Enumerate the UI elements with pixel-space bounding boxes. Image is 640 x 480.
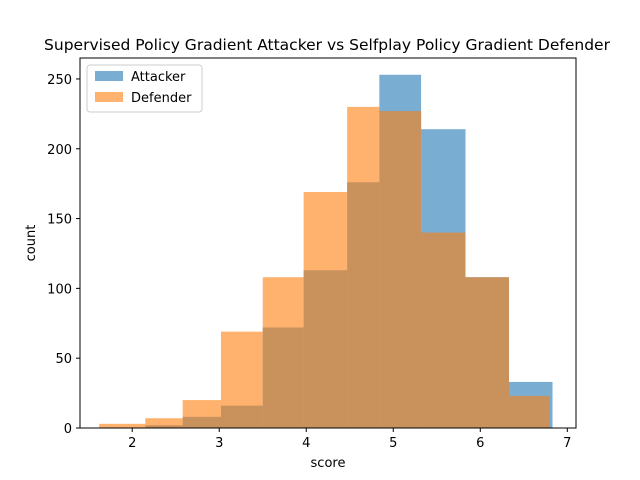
bar-defender-3	[220, 331, 263, 428]
y-tick-label: 50	[55, 352, 72, 367]
plot-frame	[79, 57, 577, 429]
legend: Attacker Defender	[86, 64, 203, 113]
bar-defender-6	[347, 106, 380, 429]
legend-swatch-attacker	[95, 71, 123, 81]
bar-defender-5	[303, 192, 348, 428]
y-axis-label: count	[24, 225, 39, 262]
bar-defender-2	[182, 400, 221, 428]
legend-label-attacker: Attacker	[131, 70, 186, 85]
bar-defender-0	[99, 423, 146, 428]
bar-defender-7	[379, 111, 422, 428]
x-tick-label: 7	[563, 436, 571, 451]
y-tick-label: 200	[47, 143, 72, 158]
x-tick-label: 4	[302, 436, 310, 451]
y-tick-label: 0	[64, 422, 72, 437]
y-tick-label: 250	[47, 73, 72, 88]
x-tick-label: 2	[128, 436, 136, 451]
y-tick-label: 100	[47, 282, 72, 297]
x-tick-label: 3	[215, 436, 223, 451]
legend-swatch-defender	[95, 92, 123, 102]
x-tick-label: 6	[476, 436, 484, 451]
bar-defender-1	[145, 418, 183, 428]
bar-defender-8	[421, 232, 466, 428]
bar-defender-10	[508, 395, 550, 428]
x-axis: 2 3 4 5 6 7	[128, 428, 571, 451]
chart-title: Supervised Policy Gradient Attacker vs S…	[44, 36, 611, 54]
legend-label-defender: Defender	[131, 91, 192, 106]
x-axis-label: score	[311, 456, 346, 471]
bar-defender-4	[262, 277, 304, 428]
bars-layer	[99, 74, 553, 429]
y-tick-label: 150	[47, 213, 72, 228]
x-tick-label: 5	[389, 436, 397, 451]
bar-defender-9	[465, 277, 509, 428]
y-axis: 0 50 100 150 200 250	[47, 73, 80, 437]
